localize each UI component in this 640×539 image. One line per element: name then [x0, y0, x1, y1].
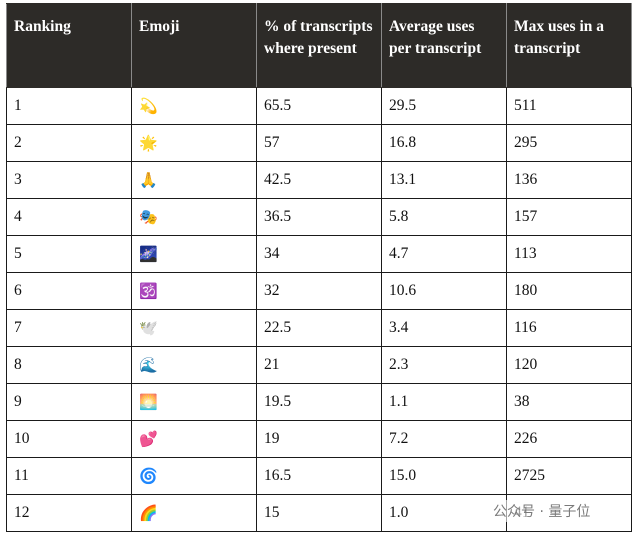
table-cell: 38 — [506, 383, 632, 421]
table-header: Ranking Emoji% of transcripts where prese… — [6, 3, 632, 88]
table-row: 10 💕 19 7.2 226 — [6, 420, 632, 458]
table-cell: 16.8 — [381, 124, 507, 162]
table-cell: 7.2 — [381, 420, 507, 458]
table-row: 12🌈151.041 — [6, 494, 632, 532]
table-cell: 19.5 — [256, 383, 382, 421]
emoji-cell: 🌊 — [131, 346, 257, 384]
table-cell: 5 — [6, 235, 132, 273]
table-cell: 3.4 — [381, 309, 507, 347]
table-row: 2 🌟 57 16.8 295 — [6, 124, 632, 162]
emoji-table: Ranking Emoji% of transcripts where prese… — [6, 3, 632, 532]
table-cell: 120 — [506, 346, 632, 384]
table-cell: 10.6 — [381, 272, 507, 310]
watermark: 公众号 · 量子位 — [490, 500, 594, 522]
table-cell: 1.1 — [381, 383, 507, 421]
table-cell: 16.5 — [256, 457, 382, 495]
table-cell: 113 — [506, 235, 632, 273]
table-cell: 15.0 — [381, 457, 507, 495]
table-cell: 3 — [6, 161, 132, 199]
table-row: 8 🌊 21 2.3 120 — [6, 346, 632, 384]
table-cell: 1.0 — [381, 494, 507, 532]
column-header: Ranking — [6, 3, 132, 88]
table-cell: 21 — [256, 346, 382, 384]
table-cell: 57 — [256, 124, 382, 162]
table-row: 7 🕊️ 22.5 3.4 116 — [6, 309, 632, 347]
table-cell: 6 — [6, 272, 132, 310]
column-header: Max uses in a transcript — [506, 3, 632, 88]
table-cell: 1 — [6, 87, 132, 125]
table-cell: 11 — [6, 457, 132, 495]
table-cell: 32 — [256, 272, 382, 310]
table-body: 1 💫 65.5 29.5 511 2 🌟 57 16.8 295 3 🙏 42.5 13.1 136 4 🎭 3… — [6, 87, 632, 532]
table-cell: 22.5 — [256, 309, 382, 347]
table-cell: 34 — [256, 235, 382, 273]
emoji-cell: 💕 — [131, 420, 257, 458]
table-cell: 4 — [6, 198, 132, 236]
emoji-cell: 🌅 — [131, 383, 257, 421]
table-cell: 10 — [6, 420, 132, 458]
table-row: 6 🕉️ 32 10.6 180 — [6, 272, 632, 310]
table-cell: 29.5 — [381, 87, 507, 125]
table-cell: 5.8 — [381, 198, 507, 236]
table-cell: 9 — [6, 383, 132, 421]
table-cell: 42.5 — [256, 161, 382, 199]
column-header: Average uses per transcript — [381, 3, 507, 88]
emoji-cell: 🌟 — [131, 124, 257, 162]
table-row: 4 🎭 36.5 5.8 157 — [6, 198, 632, 236]
table-cell: 65.5 — [256, 87, 382, 125]
header-row: Ranking Emoji% of transcripts where prese… — [6, 3, 632, 88]
emoji-cell: 💫 — [131, 87, 257, 125]
table-row: 1 💫 65.5 29.5 511 — [6, 87, 632, 125]
table-cell: 136 — [506, 161, 632, 199]
emoji-cell: 🌌 — [131, 235, 257, 273]
table-cell: 15 — [256, 494, 382, 532]
emoji-cell: 🎭 — [131, 198, 257, 236]
emoji-cell: 🙏 — [131, 161, 257, 199]
table-cell: 157 — [506, 198, 632, 236]
table-cell: 2 — [6, 124, 132, 162]
table-cell: 2725 — [506, 457, 632, 495]
table-cell: 13.1 — [381, 161, 507, 199]
table-row: 9 🌅 19.5 1.1 38 — [6, 383, 632, 421]
emoji-cell: 🕉️ — [131, 272, 257, 310]
column-header: % of transcripts where present — [256, 3, 382, 88]
table-cell: 4.7 — [381, 235, 507, 273]
table-cell: 295 — [506, 124, 632, 162]
table-cell: 7 — [6, 309, 132, 347]
table-cell: 8 — [6, 346, 132, 384]
table-row: 11 🌀 16.5 15.0 2725 — [6, 457, 632, 495]
emoji-cell: 🌈 — [131, 494, 257, 532]
table-cell: 511 — [506, 87, 632, 125]
table-cell: 12 — [6, 494, 132, 532]
emoji-cell: 🕊️ — [131, 309, 257, 347]
column-header: Emoji — [131, 3, 257, 88]
table-cell: 180 — [506, 272, 632, 310]
table-cell: 19 — [256, 420, 382, 458]
table-cell: 116 — [506, 309, 632, 347]
table-cell: 36.5 — [256, 198, 382, 236]
table-cell: 226 — [506, 420, 632, 458]
table-row: 5 🌌 34 4.7 113 — [6, 235, 632, 273]
table-cell: 2.3 — [381, 346, 507, 384]
table-row: 3 🙏 42.5 13.1 136 — [6, 161, 632, 199]
emoji-cell: 🌀 — [131, 457, 257, 495]
